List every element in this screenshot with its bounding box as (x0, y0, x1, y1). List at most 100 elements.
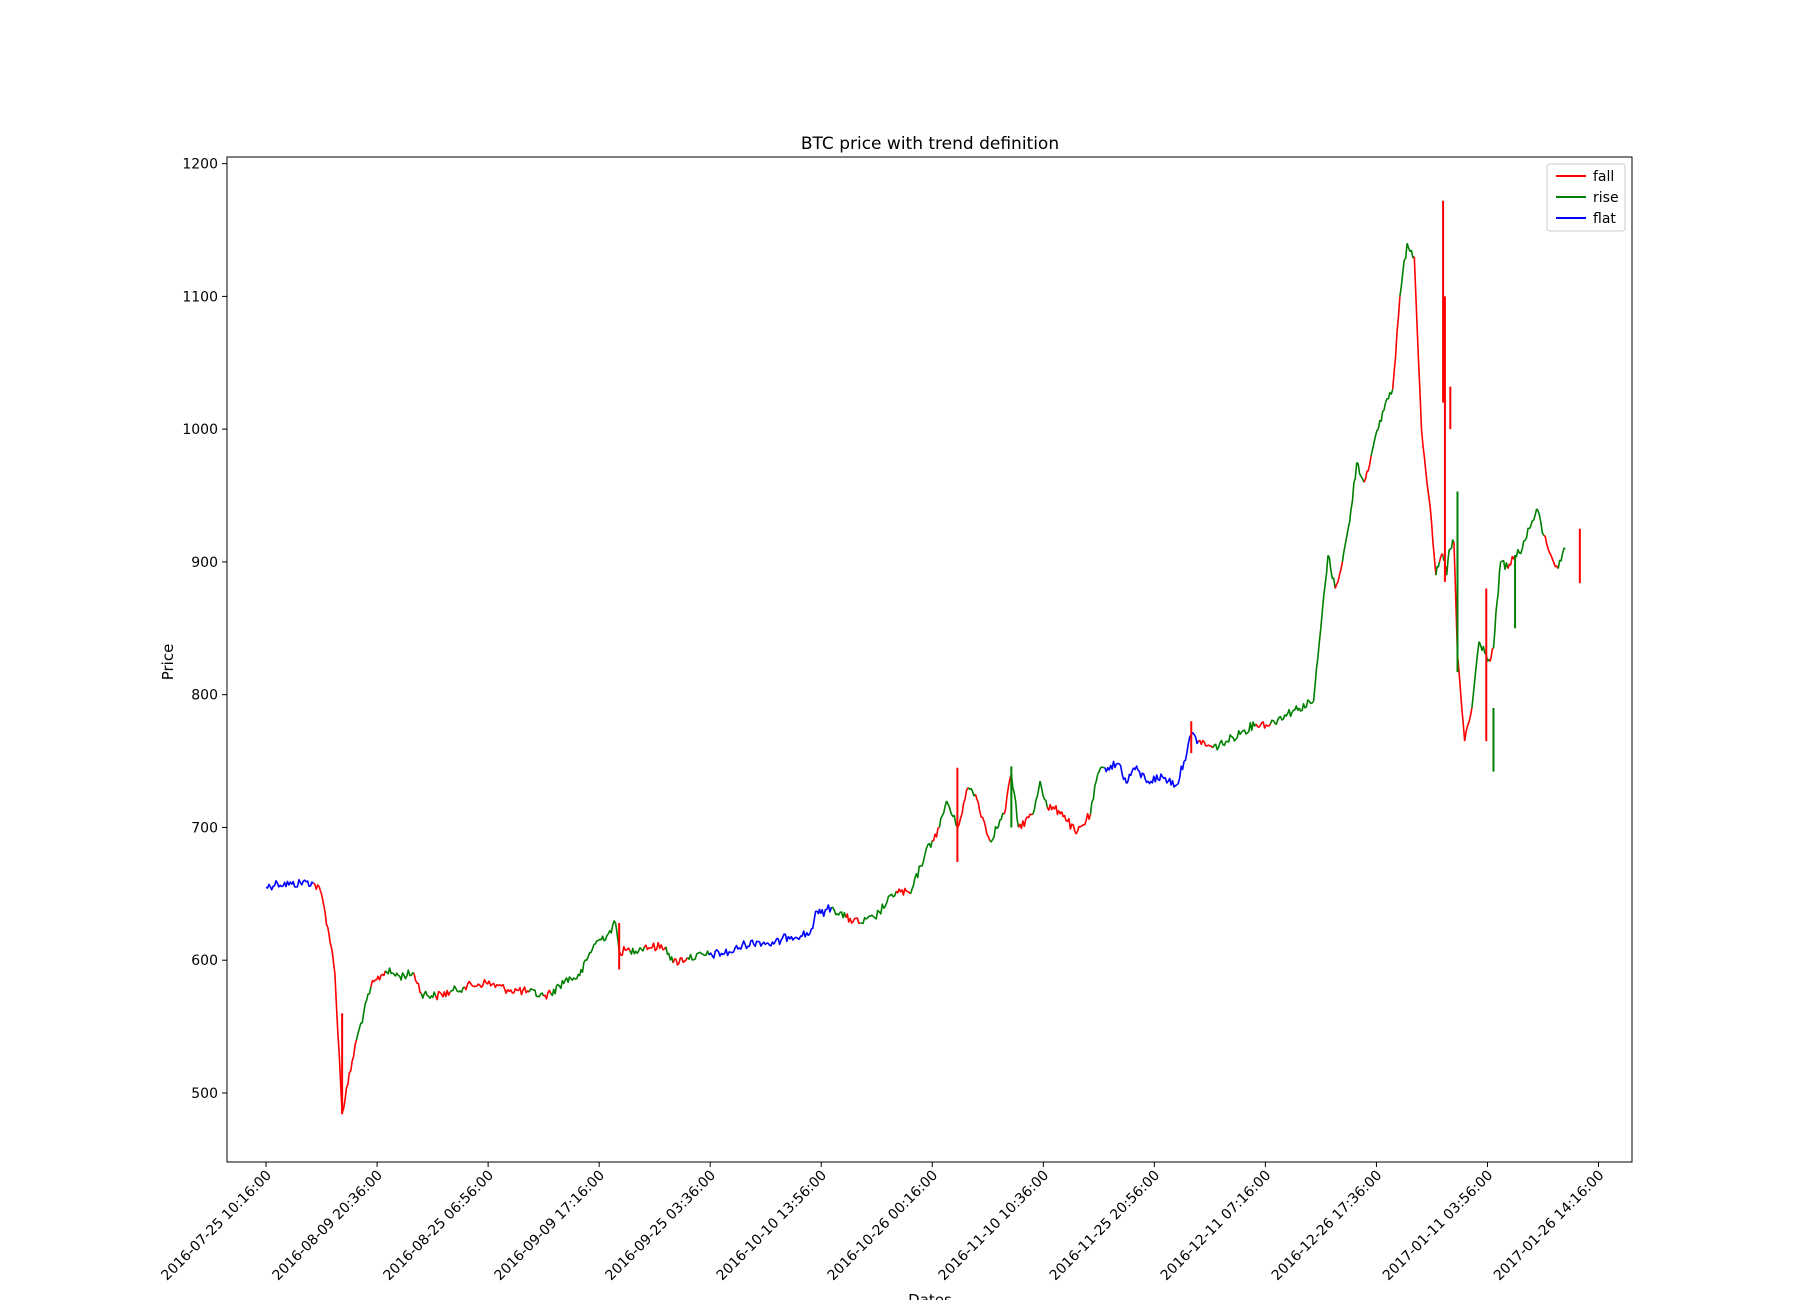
price-segment-flat (773, 933, 790, 946)
price-segment-fall (413, 973, 422, 994)
price-segment-fall (543, 989, 552, 1000)
price-segment-rise (1348, 462, 1358, 523)
price-segment-rise (398, 969, 415, 981)
price-segment-rise (1356, 461, 1365, 483)
price-segment-rise (607, 920, 617, 935)
price-segment-fall (485, 980, 509, 994)
price-segment-flat (1104, 760, 1120, 773)
price-segment-rise (1478, 641, 1487, 656)
price-segment-rise (1384, 389, 1394, 403)
price-segment-fall (463, 978, 487, 991)
price-segment-rise (564, 973, 581, 983)
price-segment-rise (945, 800, 959, 828)
price-segment-rise (528, 988, 545, 998)
price-segment-flat (787, 930, 811, 941)
price-segment-rise (1528, 508, 1538, 530)
y-tick-label: 700 (191, 820, 218, 836)
legend-label-rise: rise (1593, 190, 1619, 206)
price-segment-rise (665, 946, 674, 964)
price-segment-fall (956, 787, 969, 828)
price-segment-rise (1496, 561, 1502, 602)
x-tick-label: 2017-01-26 14:16:00 (1491, 1168, 1607, 1284)
price-segment-flat (276, 880, 293, 888)
legend: fall rise flat (1546, 163, 1626, 232)
price-segment-rise (593, 933, 610, 946)
price-segment-flat (1183, 734, 1192, 762)
price-segment-fall (506, 986, 530, 996)
price-segment-rise (1435, 561, 1441, 576)
x-tick-label: 2016-12-11 07:16:00 (1158, 1168, 1274, 1284)
price-segment-fall (1003, 774, 1013, 815)
price-segment-fall (434, 989, 451, 1001)
price-segment-rise (1514, 548, 1524, 558)
price-segment-rise (938, 800, 948, 828)
price-segment-fall (330, 946, 336, 974)
price-segment-fall (334, 973, 343, 1113)
price-segment-rise (578, 944, 595, 977)
price-segment-rise (1399, 243, 1408, 297)
x-tick-label: 2016-08-25 06:56:00 (380, 1168, 496, 1284)
price-segment-fall (1489, 647, 1494, 662)
x-tick-label: 2016-09-25 03:36:00 (603, 1168, 719, 1284)
price-segment-fall (1017, 813, 1034, 830)
y-tick-label: 1000 (182, 422, 218, 438)
price-segment-flat (744, 939, 760, 950)
y-tick-label: 1200 (182, 157, 218, 173)
price-segment-rise (1032, 780, 1041, 815)
price-segment-rise (1450, 539, 1455, 550)
price-segment-flat (1125, 767, 1135, 785)
series-layer (265, 200, 1581, 1115)
x-tick-label: 2016-07-25 10:16:00 (158, 1168, 274, 1284)
price-segment-flat (730, 940, 746, 954)
price-segment-rise (1557, 547, 1566, 569)
price-segment-rise (831, 906, 847, 919)
price-segment-rise (550, 979, 566, 997)
price-segment-fall (1550, 555, 1559, 569)
price-segment-rise (1521, 527, 1530, 549)
price-segment-fall (1060, 811, 1077, 835)
x-tick-label: 2016-08-09 20:36:00 (269, 1168, 385, 1284)
price-segment-fall (1543, 534, 1552, 556)
price-segment-fall (1413, 256, 1423, 430)
price-segment-flat (816, 908, 822, 915)
x-tick-label: 2016-10-26 00:16:00 (825, 1168, 941, 1284)
price-segment-rise (1298, 699, 1315, 712)
price-segment-rise (686, 950, 710, 961)
price-segment-rise (1312, 628, 1322, 702)
price-segment-rise (384, 967, 401, 977)
price-segment-flat (1161, 776, 1178, 788)
price-segment-rise (1377, 402, 1387, 430)
price-segment-rise (924, 840, 933, 855)
price-segment-rise (1010, 774, 1020, 828)
price-segment-fall (1334, 561, 1344, 589)
x-tick-label: 2016-11-25 20:56:00 (1047, 1168, 1163, 1284)
price-segment-rise (449, 985, 466, 994)
price-segment-fall (895, 887, 912, 896)
price-segment-fall (974, 794, 991, 841)
price-segment-fall (1507, 554, 1516, 569)
price-segment-flat (1176, 760, 1185, 786)
price-segment-flat (1147, 773, 1164, 785)
price-segment-fall (1363, 455, 1372, 483)
legend-label-fall: fall (1593, 169, 1614, 185)
price-segment-rise (1327, 554, 1336, 589)
price-segment-rise (989, 812, 1005, 843)
price-segment-fall (312, 882, 322, 892)
price-segment-rise (1500, 559, 1509, 571)
price-segment-flat (1133, 765, 1149, 784)
price-segment-fall (341, 1039, 358, 1114)
price-segment-fall (845, 913, 861, 925)
price-segment-flat (305, 880, 314, 887)
price-segment-fall (1420, 429, 1430, 496)
price-segment-fall (1046, 803, 1063, 816)
price-segment-fall (1255, 721, 1272, 729)
price-segment-rise (1341, 521, 1351, 563)
x-axis-label: Dates (908, 1291, 952, 1300)
price-segment-fall (323, 906, 329, 928)
price-segment-rise (1406, 243, 1415, 259)
price-segment-fall (1456, 654, 1466, 742)
price-segment-flat (708, 948, 731, 959)
x-tick-label: 2016-11-10 10:36:00 (936, 1168, 1052, 1284)
